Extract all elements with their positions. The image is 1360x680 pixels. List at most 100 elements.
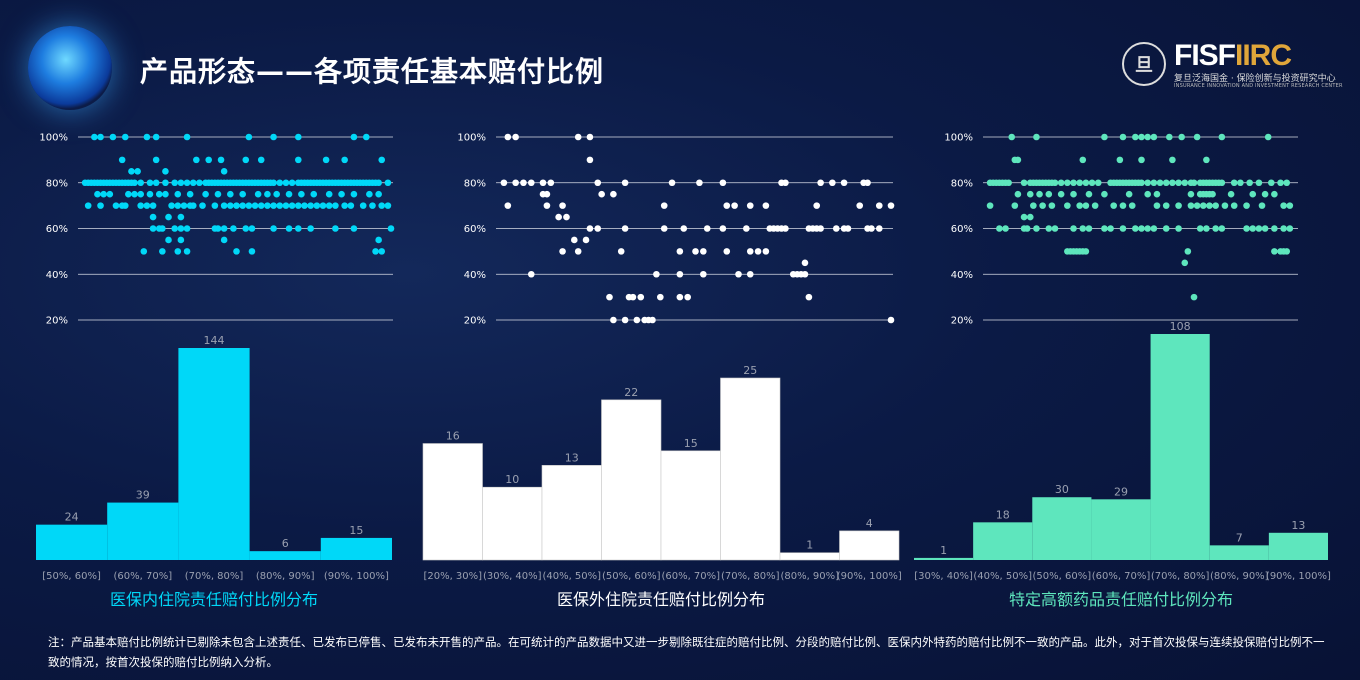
scatter-point <box>1045 190 1053 198</box>
scatter-point <box>1162 202 1170 209</box>
scatter-point <box>270 202 277 209</box>
scatter-point <box>257 156 265 164</box>
scatter-point <box>248 248 256 255</box>
scatter-point <box>177 213 185 221</box>
scatter-point <box>295 225 302 232</box>
scatter-point <box>559 202 566 209</box>
scatter-point <box>1101 190 1108 198</box>
scatter-point <box>586 225 594 232</box>
bar-value-label: 29 <box>1114 485 1128 498</box>
scatter-point <box>350 133 358 141</box>
scatter-point <box>680 225 688 232</box>
bar <box>973 522 1033 560</box>
scatter-point <box>1082 248 1090 255</box>
scatter-point <box>1227 190 1235 198</box>
chart-title: 医保外住院责任赔付比例分布 <box>557 590 765 609</box>
scatter-point <box>189 202 197 209</box>
scatter-point <box>239 190 246 198</box>
scatter-point <box>94 190 101 198</box>
scatter-point <box>610 190 617 198</box>
x-tick-label: (60%, 70%] <box>661 571 720 582</box>
scatter-point <box>1070 190 1077 198</box>
scatter-point <box>1181 259 1189 267</box>
scatter-point <box>1051 179 1059 187</box>
scatter-point <box>1156 179 1164 187</box>
scatter-point <box>1169 156 1176 164</box>
scatter-point <box>1079 225 1087 232</box>
scatter-point <box>1175 179 1182 187</box>
scatter-point <box>220 236 228 244</box>
scatter-point <box>606 293 613 301</box>
scatter-point <box>1283 179 1291 187</box>
y-tick-label: 40% <box>46 270 68 281</box>
y-tick-label: 100% <box>944 133 973 144</box>
scatter-point <box>128 168 135 175</box>
scatter-point <box>559 248 566 255</box>
scatter-point <box>264 190 271 198</box>
scatter-point <box>1153 202 1161 209</box>
scatter-point <box>1209 190 1216 198</box>
x-tick-label: [20%, 30%] <box>423 571 482 582</box>
bar <box>1268 532 1328 560</box>
scatter-point <box>547 179 555 187</box>
bar <box>601 399 662 561</box>
scatter-point <box>177 225 185 232</box>
scatter-point <box>97 133 104 141</box>
bar-value-label: 18 <box>996 508 1010 521</box>
scatter-point <box>621 316 629 324</box>
scatter-point <box>1178 133 1185 141</box>
bar <box>249 551 321 560</box>
bar <box>541 465 602 561</box>
bar <box>660 450 721 561</box>
x-tick-label: (80%, 90%] <box>1210 571 1269 582</box>
scatter-point <box>700 270 707 278</box>
scatter-point <box>183 248 191 255</box>
scatter-point <box>743 225 750 232</box>
scatter-point <box>986 202 994 209</box>
footnote: 注：产品基本赔付比例统计已剔除未包含上述责任、已发布已停售、已发布未开售的产品。… <box>48 635 1325 669</box>
scatter-point <box>692 248 699 255</box>
chart-title: 医保内住院责任赔付比例分布 <box>110 590 318 609</box>
scatter-point <box>214 225 222 232</box>
bar-value-label: 1 <box>806 539 813 552</box>
bar <box>482 486 543 561</box>
scatter-point <box>288 179 296 187</box>
scatter-point <box>1082 202 1090 209</box>
scatter-point <box>676 270 684 278</box>
scatter-point <box>598 190 605 198</box>
scatter-point <box>887 316 895 324</box>
bar-value-label: 1 <box>940 544 947 557</box>
scatter-point <box>1267 179 1275 187</box>
x-tick-label: (70%, 80%] <box>721 571 780 582</box>
scatter-point <box>1057 190 1065 198</box>
scatter-point <box>162 179 169 187</box>
scatter-point <box>1033 133 1040 141</box>
scatter-point <box>162 190 169 198</box>
scatter-point <box>1002 225 1009 232</box>
scatter-point <box>633 316 641 324</box>
scatter-point <box>1128 202 1136 209</box>
scatter-point <box>183 225 191 232</box>
scatter-point <box>338 190 345 198</box>
x-tick-label: (90%, 100%] <box>1266 571 1331 582</box>
scatter-point <box>1014 156 1022 164</box>
scatter-point <box>100 190 107 198</box>
scatter-point <box>1070 225 1077 232</box>
scatter-point <box>1125 190 1133 198</box>
bar <box>914 557 974 560</box>
scatter-point <box>1138 156 1145 164</box>
bar-value-label: 13 <box>565 451 579 464</box>
scatter-point <box>1064 179 1071 187</box>
bar-value-label: 108 <box>1170 320 1191 333</box>
scatter-point <box>180 202 188 209</box>
scatter-point <box>700 248 707 255</box>
page-title: 产品形态——各项责任基本赔付比例 <box>140 55 605 88</box>
scatter-point <box>378 156 386 164</box>
charts-canvas: 100% 80% 60% 40% 20% 24 [50%, 60%] 39 (60%, 70%]… <box>36 133 1331 609</box>
scatter-point <box>1237 179 1244 187</box>
scatter-point <box>817 179 824 187</box>
scatter-point <box>1193 133 1201 141</box>
scatter-point <box>875 225 883 232</box>
bar <box>320 537 392 560</box>
scatter-point <box>350 190 358 198</box>
